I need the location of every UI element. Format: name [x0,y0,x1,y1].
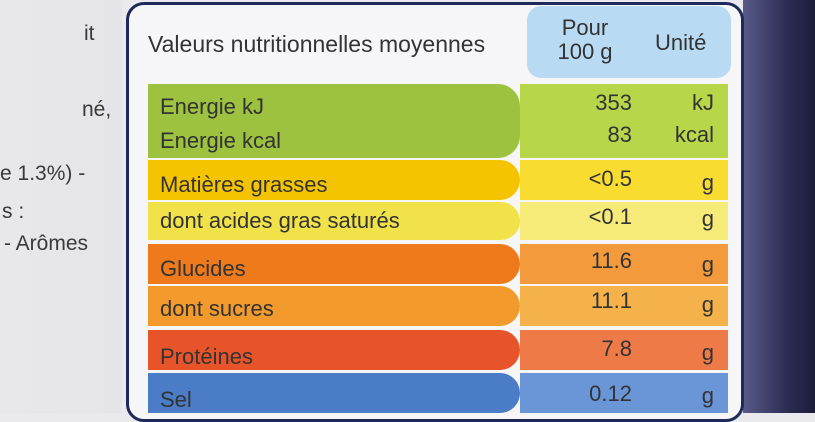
ingredient-line: e 1.3%) - [0,162,86,185]
nutrition-row-energy: Energie kJ 353 kJ Energie kcal 83 kcal [148,84,728,158]
nutrition-row-sugars: dont sucres 11.1 g [148,286,728,326]
row-value: 11.1 [590,288,632,313]
row-value: 11.6 [590,248,632,273]
ingredients-text-fragment: it né, e 1.3%) - s : - Arômes [0,0,122,413]
salt-value-band [520,373,728,413]
nutrition-row-protein: Protéines 7.8 g [148,330,728,370]
row-value: <0.5 [588,166,632,191]
ingredient-line: it [84,22,95,45]
nutrition-row-fat: Matières grasses <0.5 g [148,160,728,200]
protein-value-band [520,330,728,370]
per-100g-header: Pour 100 g Unité [527,6,731,78]
per-100g-label: Pour 100 g [555,16,615,64]
row-unit: g [701,340,714,365]
row-unit: kJ [692,90,714,115]
row-label: dont sucres [160,296,274,321]
row-unit: g [701,206,714,231]
satfat-value-band [520,202,728,240]
fat-value-band [520,160,728,200]
row-unit: g [701,383,714,408]
row-label: Glucides [160,256,246,281]
energy-value-band [520,84,728,158]
carb-label-band [148,244,520,284]
row-value: 353 [595,90,632,115]
ingredient-line: né, [82,98,112,121]
row-label: Sel [160,387,192,412]
nutrition-row-salt: Sel 0.12 g [148,373,728,413]
row-value: 0.12 [589,381,632,406]
row-label: Protéines [160,344,253,369]
satfat-label-band [148,202,520,240]
row-unit: kcal [674,122,714,147]
row-label: dont acides gras saturés [160,208,400,233]
quantity-text: 100 g [557,39,613,64]
pour-text: Pour [561,15,609,40]
energy-label-band [148,84,520,158]
row-value: 83 [607,122,632,147]
row-label: Matières grasses [160,172,328,197]
nutrition-row-carbohydrates: Glucides 11.6 g [148,244,728,284]
ingredient-line: s : [2,200,25,223]
ingredient-line: - Arômes [4,232,89,255]
unit-header: Unité [655,30,707,55]
row-value: 7.8 [601,336,632,361]
row-label: Energie kJ [160,94,264,119]
package-edge [743,0,815,413]
row-unit: g [701,292,714,317]
protein-label-band [148,330,520,370]
salt-label-band [148,373,520,413]
row-unit: g [701,252,714,277]
sugar-label-band [148,286,520,326]
fat-label-band [148,160,520,200]
row-value: <0.1 [588,204,632,229]
row-unit: g [701,170,714,195]
table-header-label: Valeurs nutritionnelles moyennes [148,31,486,57]
sugar-value-band [520,286,728,326]
carb-value-band [520,244,728,284]
row-label: Energie kcal [160,128,282,153]
nutrition-row-saturated-fat: dont acides gras saturés <0.1 g [148,202,728,240]
